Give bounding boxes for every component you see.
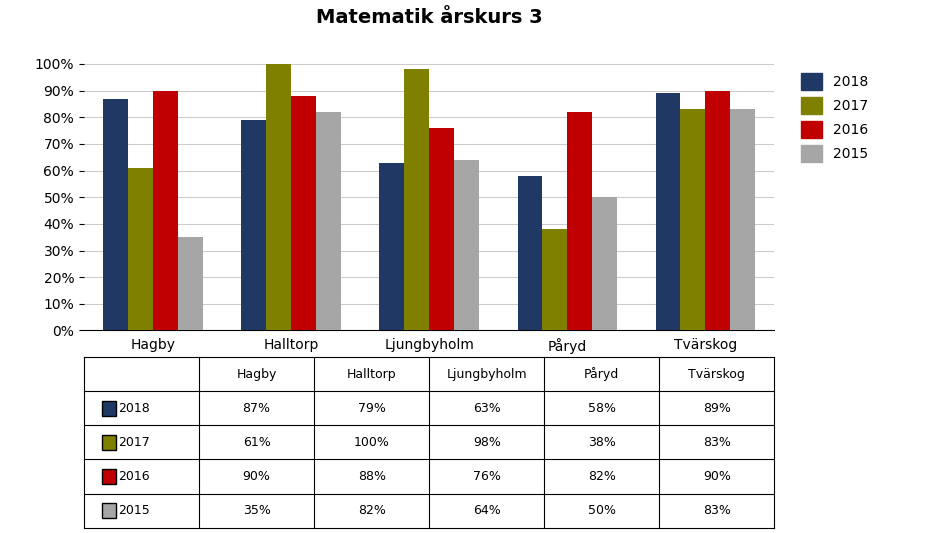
Legend: 2018, 2017, 2016, 2015: 2018, 2017, 2016, 2015	[795, 68, 873, 167]
Bar	[731, 109, 755, 330]
Bar	[128, 168, 153, 330]
Bar	[178, 237, 202, 330]
Bar	[680, 109, 705, 330]
Bar	[291, 96, 316, 330]
Text: 63%: 63%	[473, 402, 501, 415]
Text: 82%: 82%	[357, 504, 385, 517]
Bar	[316, 112, 341, 330]
Text: Halltorp: Halltorp	[347, 368, 397, 381]
Text: Tvärskog: Tvärskog	[689, 368, 745, 381]
Bar	[705, 91, 731, 330]
Text: 83%: 83%	[703, 504, 731, 517]
Bar	[404, 69, 429, 330]
Text: 98%: 98%	[473, 436, 501, 449]
Bar	[454, 160, 479, 330]
Bar	[380, 163, 404, 330]
Text: 2017: 2017	[118, 436, 150, 449]
FancyBboxPatch shape	[103, 469, 117, 484]
Text: 79%: 79%	[357, 402, 385, 415]
Bar	[656, 93, 680, 330]
FancyBboxPatch shape	[103, 401, 117, 416]
FancyBboxPatch shape	[103, 435, 117, 450]
Text: 2015: 2015	[118, 504, 150, 517]
Text: 50%: 50%	[588, 504, 616, 517]
Text: 76%: 76%	[473, 470, 501, 483]
Text: 90%: 90%	[703, 470, 731, 483]
Text: Hagby: Hagby	[236, 368, 277, 381]
Text: 90%: 90%	[243, 470, 271, 483]
Text: 83%: 83%	[703, 436, 731, 449]
Text: 89%: 89%	[703, 402, 731, 415]
Text: 58%: 58%	[588, 402, 616, 415]
Bar	[242, 120, 266, 330]
Text: 100%: 100%	[354, 436, 390, 449]
Title: Matematik årskurs 3: Matematik årskurs 3	[316, 9, 542, 27]
Text: Ljungbyholm: Ljungbyholm	[446, 368, 527, 381]
Bar	[542, 229, 567, 330]
Text: 35%: 35%	[243, 504, 271, 517]
Text: 38%: 38%	[588, 436, 616, 449]
Bar	[567, 112, 592, 330]
FancyBboxPatch shape	[103, 503, 117, 518]
Text: 2016: 2016	[118, 470, 150, 483]
Text: 88%: 88%	[357, 470, 385, 483]
Text: 64%: 64%	[473, 504, 501, 517]
Text: 87%: 87%	[243, 402, 271, 415]
Text: 82%: 82%	[588, 470, 616, 483]
Bar	[153, 91, 178, 330]
Text: 2018: 2018	[118, 402, 150, 415]
Bar	[266, 64, 291, 330]
Bar	[592, 197, 617, 330]
Bar	[429, 128, 454, 330]
Bar	[104, 99, 128, 330]
Text: Påryd: Påryd	[584, 367, 620, 381]
Bar	[518, 176, 542, 330]
Text: 61%: 61%	[243, 436, 271, 449]
